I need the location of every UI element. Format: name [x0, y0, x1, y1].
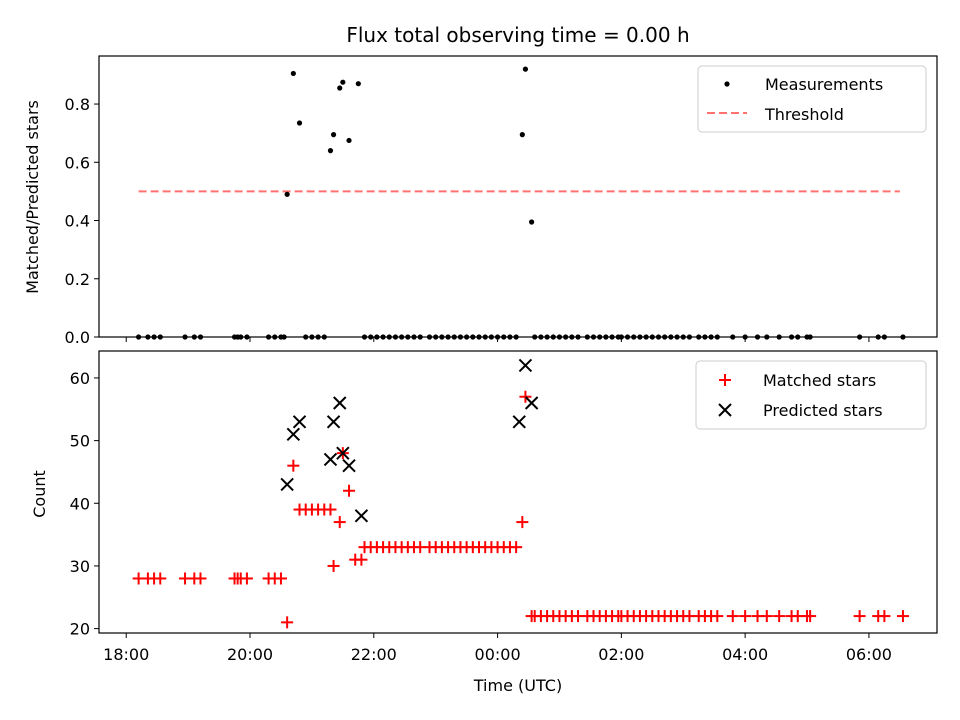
- bottom-x-tick-label: 04:00: [722, 645, 768, 664]
- predicted-star-point: [512, 415, 526, 429]
- predicted-star-point: [518, 358, 533, 373]
- matched-star-point: [327, 559, 340, 572]
- legend-measurements-label: Measurements: [765, 75, 883, 94]
- bottom-x-tick-label: 20:00: [227, 645, 273, 664]
- matched-star-point: [281, 616, 294, 629]
- matched-star-point: [896, 610, 909, 623]
- matched-star-point: [804, 610, 817, 623]
- bottom-x-tick-label: 02:00: [598, 645, 644, 664]
- matched-star-point: [510, 541, 523, 554]
- matched-star-point: [516, 516, 529, 529]
- top-legend-box: [697, 65, 927, 133]
- bottom-y-tick-label: 50: [70, 432, 90, 451]
- matched-star-point: [194, 572, 207, 585]
- legend-predicted-marker: [718, 403, 732, 417]
- matched-star-point: [739, 610, 752, 623]
- bottom-axes-frame: [98, 350, 938, 634]
- bottom-y-axis-label: Count: [30, 470, 49, 518]
- predicted-star-point: [280, 477, 294, 492]
- measurement-point: [340, 79, 346, 85]
- predicted-star-point: [524, 396, 539, 410]
- x-axis-label: Time (UTC): [473, 676, 562, 695]
- top-y-tick-label: 0.4: [65, 212, 90, 231]
- matched-star-point: [274, 572, 287, 585]
- matched-star-point: [519, 390, 532, 403]
- bottom-x-tick-label: 22:00: [351, 645, 397, 664]
- predicted-star-point: [336, 446, 350, 460]
- measurement-point: [296, 120, 303, 126]
- measurement-point: [529, 219, 535, 225]
- matched-star-point: [154, 572, 167, 585]
- measurement-point: [337, 85, 343, 91]
- legend-matched-label: Matched stars: [763, 371, 876, 390]
- legend-threshold-label: Threshold: [764, 105, 844, 124]
- matched-star-point: [878, 610, 891, 623]
- top-subplot: Flux total observing time = 0.00 h 0.00.…: [23, 23, 938, 347]
- predicted-star-point: [333, 396, 347, 410]
- matched-star-point: [287, 459, 300, 472]
- measurement-point: [284, 191, 290, 197]
- matched-star-point: [240, 572, 253, 585]
- matched-star-point: [333, 516, 346, 529]
- bottom-legend-box: [695, 360, 927, 430]
- chart-title: Flux total observing time = 0.00 h: [346, 23, 689, 47]
- bottom-x-tick-label: 00:00: [475, 645, 521, 664]
- measurement-point: [519, 132, 525, 138]
- legend-predicted-label: Predicted stars: [763, 401, 883, 420]
- measurement-point: [355, 81, 361, 87]
- measurement-point: [327, 148, 334, 154]
- bottom-y-tick-label: 30: [70, 557, 90, 576]
- predicted-star-point: [292, 415, 307, 429]
- matched-star-point: [726, 610, 739, 623]
- predicted-star-point: [354, 509, 369, 523]
- matched-star-point: [853, 610, 866, 623]
- matched-star-point: [760, 610, 773, 623]
- predicted-star-point: [342, 458, 356, 473]
- legend-matched-marker: [719, 374, 731, 386]
- matched-star-point: [324, 503, 337, 516]
- predicted-star-point: [326, 415, 341, 429]
- bottom-y-tick-label: 20: [70, 620, 90, 639]
- predicted-star-point: [286, 427, 301, 442]
- top-y-tick-label: 0.8: [65, 95, 90, 114]
- matched-star-point: [355, 553, 368, 566]
- matched-star-point: [343, 484, 356, 497]
- top-y-axis: 0.0 0.2 0.4 0.6 0.8: [65, 95, 99, 347]
- predicted-star-point: [323, 452, 338, 467]
- bottom-y-tick-label: 60: [70, 369, 90, 388]
- top-x-axis-ticks: [125, 337, 870, 342]
- top-axes-frame: [98, 55, 938, 338]
- bottom-x-axis: 18:00 20:00 22:00 00:00 02:00 04:00 06:00: [103, 633, 892, 664]
- bottom-subplot: 20 30 40 50 60 18:00 20:00 22:00 00:00 02:00 04:0…: [30, 350, 938, 695]
- measurement-point: [290, 70, 296, 77]
- top-y-tick-label: 0.6: [65, 153, 90, 172]
- measurement-point: [346, 137, 352, 144]
- bottom-y-tick-label: 40: [70, 494, 90, 513]
- measurement-point: [330, 132, 337, 138]
- top-y-axis-label: Matched/Predicted stars: [23, 100, 42, 294]
- bottom-x-tick-label: 06:00: [846, 645, 892, 664]
- top-y-tick-label: 0.0: [65, 328, 90, 347]
- legend-measurements-marker: [724, 81, 730, 87]
- matched-star-point: [773, 610, 786, 623]
- bottom-x-tick-label: 18:00: [103, 645, 149, 664]
- matched-star-point: [711, 610, 724, 623]
- bottom-legend: Matched stars Predicted stars: [695, 360, 927, 430]
- bottom-plot-area: [132, 358, 909, 629]
- top-y-tick-label: 0.2: [65, 270, 90, 289]
- top-legend: Measurements Threshold: [697, 65, 927, 133]
- bottom-y-axis: 20 30 40 50 60: [70, 369, 99, 639]
- measurement-point: [522, 66, 529, 72]
